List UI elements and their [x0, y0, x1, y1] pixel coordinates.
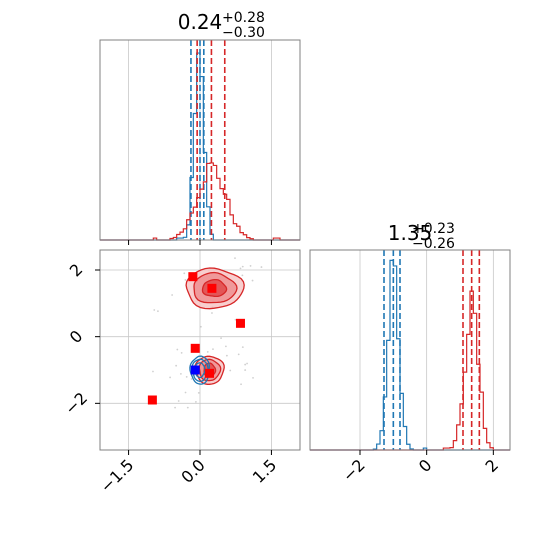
histogram-y-tick-label: −2	[339, 455, 369, 485]
sample-point	[237, 353, 240, 356]
sample-point	[171, 294, 174, 296]
sample-point	[241, 274, 244, 277]
histogram-x-title-plus: +0.28	[222, 10, 265, 26]
marker-red-square	[188, 272, 198, 282]
sample-point	[206, 351, 209, 353]
sample-point	[241, 346, 244, 349]
sample-point	[184, 279, 187, 281]
density-y-tick-label: 2	[66, 260, 87, 281]
sample-point	[229, 369, 232, 372]
histogram-x-panel: 0.24 +0.28 −0.30	[99, 10, 301, 245]
sample-point	[190, 378, 193, 380]
sample-point	[212, 348, 214, 351]
density-y-tick-label: 0	[66, 326, 87, 347]
sample-point	[177, 400, 180, 402]
marker-red-square	[190, 343, 200, 353]
sample-point	[200, 325, 202, 328]
sample-point	[184, 391, 187, 394]
histogram-y-title: 1.35	[388, 221, 433, 245]
sample-point	[241, 265, 244, 268]
marker-red-square	[235, 318, 245, 328]
histogram-x-title-value: 0.24	[178, 10, 223, 34]
sample-point	[153, 309, 156, 311]
sample-point	[194, 401, 197, 403]
histogram-y-frame	[309, 249, 511, 451]
density-x-tick-label: −1.5	[96, 455, 137, 496]
density-x-tick-label: 1.5	[249, 455, 280, 486]
sample-point	[260, 266, 263, 268]
histogram-y-title-minus: −0.26	[412, 236, 455, 252]
density-x-tick-label: 0.0	[177, 455, 208, 486]
sample-point	[211, 312, 213, 314]
sample-point	[244, 363, 247, 366]
density-2d-panel: −1.5 0.0 1.5 −2 0 2	[61, 249, 301, 496]
density-y-tick-label: −2	[61, 388, 91, 418]
sample-point	[186, 406, 189, 409]
sample-point	[240, 383, 242, 386]
sample-point	[251, 279, 254, 282]
sample-point	[224, 345, 227, 348]
marker-red-square	[205, 368, 215, 378]
sample-point	[185, 375, 188, 378]
sample-point	[197, 391, 200, 394]
marker-blue-square	[190, 365, 200, 375]
sample-point	[239, 267, 242, 270]
sample-point	[234, 318, 237, 321]
sample-point	[234, 257, 236, 260]
histogram-y-title-value: 1.35	[388, 221, 433, 245]
histogram-x-title-minus: −0.30	[222, 25, 265, 41]
sample-point	[249, 265, 252, 267]
sample-point	[180, 351, 183, 354]
sample-point	[246, 362, 248, 365]
histogram-x-title: 0.24	[178, 10, 223, 34]
histogram-y-tick-label: 2	[482, 455, 503, 476]
sample-point	[252, 376, 254, 379]
marker-red-square	[147, 395, 157, 405]
histogram-y-panel: −2 0 2 1.35 +0.23 −0.26	[309, 221, 511, 486]
sample-point	[157, 310, 159, 313]
sample-point	[152, 370, 154, 373]
sample-point	[220, 337, 222, 340]
sample-point	[174, 406, 176, 409]
marker-red-square	[207, 283, 217, 293]
sample-point	[169, 376, 172, 379]
sample-point	[225, 354, 228, 357]
sample-point	[175, 364, 178, 367]
contour-blue-level	[189, 355, 210, 385]
sample-point	[179, 372, 182, 375]
sample-point	[183, 272, 186, 275]
sample-point	[244, 369, 247, 371]
histogram-y-tick-label: 0	[415, 455, 436, 476]
histogram-y-title-plus: +0.23	[412, 221, 455, 237]
sample-point	[176, 348, 179, 351]
